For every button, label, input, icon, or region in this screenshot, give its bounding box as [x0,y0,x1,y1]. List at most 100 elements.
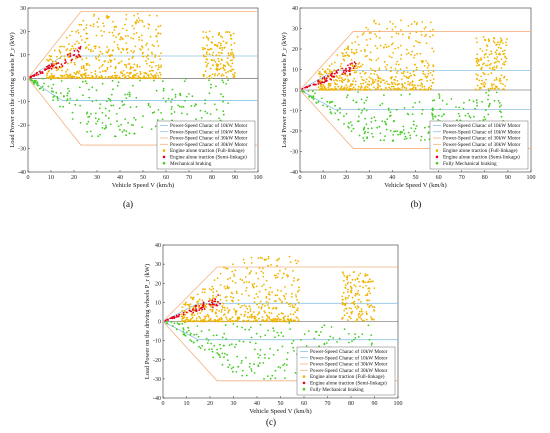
full-linkage-point [348,316,351,318]
full-linkage-point [66,73,69,76]
full-linkage-point [263,310,266,312]
full-linkage-point [432,78,435,80]
full-linkage-point [424,35,427,37]
braking-point [318,334,320,337]
full-linkage-point [365,78,368,81]
full-linkage-point [279,299,282,301]
full-linkage-point [106,46,108,48]
full-linkage-point [363,48,366,51]
full-linkage-point [106,51,109,54]
full-linkage-point [148,64,151,67]
full-linkage-point [480,57,482,59]
braking-point [412,123,415,126]
full-linkage-point [120,60,123,63]
full-linkage-point [405,53,408,55]
full-linkage-point [85,32,88,35]
braking-point [329,111,332,114]
braking-point [187,329,190,332]
full-linkage-point [252,320,255,323]
full-linkage-point [502,53,505,56]
braking-point [284,377,286,379]
braking-point [99,103,102,106]
braking-point [129,106,132,109]
full-linkage-point [396,80,399,82]
full-linkage-point [220,320,222,323]
semi-linkage-point [61,65,64,67]
full-linkage-point [475,57,478,60]
braking-point [104,107,107,110]
full-linkage-point [429,79,432,82]
full-linkage-point [47,59,50,62]
full-linkage-point [403,86,406,89]
braking-point [208,92,211,95]
braking-point [253,348,256,351]
x-tick-label: 70 [459,175,465,181]
full-linkage-point [128,58,130,61]
full-linkage-point [131,25,134,27]
braking-point [94,112,97,115]
full-linkage-point [118,76,121,79]
full-linkage-point [490,62,492,65]
braking-point [269,377,272,380]
full-linkage-point [229,59,232,62]
braking-point [223,332,226,335]
full-linkage-point [145,44,148,46]
full-linkage-point [257,257,260,260]
full-linkage-point [399,44,402,47]
braking-point [441,99,444,102]
full-linkage-point [133,14,136,17]
full-linkage-point [250,270,253,272]
full-linkage-point [390,56,393,59]
full-linkage-point [138,39,141,41]
full-linkage-point [218,68,221,71]
full-linkage-point [388,83,391,86]
full-linkage-point [140,34,143,37]
full-linkage-point [231,280,234,282]
full-linkage-point [101,77,104,80]
semi-linkage-point [343,69,345,72]
braking-point [367,127,369,130]
full-linkage-point [68,43,70,45]
full-linkage-point [345,307,348,310]
full-linkage-point [234,319,237,322]
full-linkage-point [110,59,113,62]
full-linkage-point [67,56,70,58]
full-linkage-point [477,58,480,61]
full-linkage-point [351,296,354,299]
braking-point [255,332,258,335]
semi-linkage-point [50,67,53,70]
full-linkage-point [394,76,397,78]
full-linkage-point [211,285,214,288]
full-linkage-point [496,60,499,62]
full-linkage-point [349,84,352,87]
braking-point [182,331,185,333]
y-tick-label: 40 [155,243,161,249]
braking-point [250,326,252,329]
full-linkage-point [407,25,410,27]
full-linkage-point [107,50,110,52]
full-linkage-point [405,89,408,91]
full-linkage-point [157,74,160,77]
motor-10kw-curve-bottom [27,77,258,101]
full-linkage-point [396,70,399,72]
full-linkage-point [339,65,342,68]
full-linkage-point [371,78,374,81]
full-linkage-point [366,44,369,46]
full-linkage-point [120,36,122,39]
full-linkage-point [212,64,214,66]
full-linkage-point [342,73,345,76]
braking-point [317,101,320,103]
full-linkage-point [505,41,507,44]
full-linkage-point [504,49,506,52]
full-linkage-point [282,316,285,319]
braking-point [343,123,345,125]
full-linkage-point [296,307,299,310]
full-linkage-point [216,67,219,70]
braking-point [182,327,185,329]
full-linkage-point [216,315,218,318]
braking-point [473,115,475,118]
full-linkage-point [284,298,287,300]
semi-linkage-point [51,63,53,65]
full-linkage-point [78,23,81,26]
full-linkage-point [197,320,200,323]
